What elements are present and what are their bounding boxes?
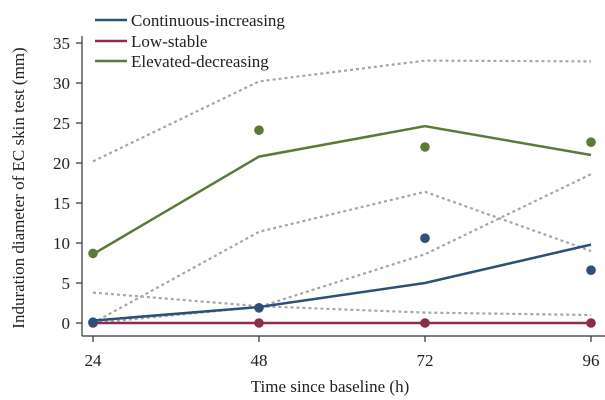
legend-item-low-stable: Low-stable — [95, 32, 207, 51]
legend: Continuous-increasing Low-stable Elevate… — [95, 11, 285, 71]
y-tick-label: 15 — [53, 194, 70, 213]
data-point-series-0 — [254, 303, 264, 313]
legend-item-continuous-increasing: Continuous-increasing — [95, 11, 285, 30]
y-tick-label: 35 — [53, 34, 70, 53]
data-point-series-1 — [254, 318, 264, 328]
ci-band-1-lower-line — [92, 291, 592, 317]
y-tick-label: 25 — [53, 114, 70, 133]
data-point-series-2 — [586, 137, 596, 147]
y-axis-ticks: 0 5 10 15 20 25 30 35 — [53, 34, 82, 333]
data-point-series-2 — [254, 125, 264, 135]
x-axis-ticks: 24 48 72 96 — [85, 336, 600, 370]
x-tick-label: 48 — [251, 351, 268, 370]
legend-label: Low-stable — [131, 32, 207, 51]
axes — [81, 36, 605, 337]
observed-points — [88, 125, 596, 328]
data-point-series-1 — [420, 318, 430, 328]
series-lines — [92, 124, 592, 325]
data-point-series-0 — [586, 265, 596, 276]
y-axis-title: Induration diameter of EC skin test (mm) — [9, 47, 28, 328]
x-tick-label: 96 — [583, 351, 600, 370]
ci-band-0-upper-line — [92, 59, 592, 163]
confidence-bands — [92, 59, 592, 325]
data-point-series-0 — [420, 233, 430, 243]
y-tick-label: 10 — [53, 234, 70, 253]
x-tick-label: 24 — [85, 351, 103, 370]
series-line-2 — [92, 124, 592, 256]
ci-band-1-upper-line — [92, 173, 592, 325]
data-point-series-1 — [586, 318, 596, 328]
y-tick-label: 0 — [62, 314, 71, 333]
y-tick-label: 30 — [53, 74, 70, 93]
legend-label: Continuous-increasing — [131, 11, 285, 30]
x-axis-title: Time since baseline (h) — [251, 377, 409, 396]
x-tick-label: 72 — [417, 351, 434, 370]
data-point-series-2 — [420, 142, 430, 152]
data-point-series-2 — [88, 248, 98, 259]
series-line-0 — [92, 243, 592, 322]
legend-label: Elevated-decreasing — [131, 52, 269, 71]
data-point-series-0 — [88, 317, 98, 328]
y-tick-label: 20 — [53, 154, 70, 173]
legend-item-elevated-decreasing: Elevated-decreasing — [95, 52, 269, 71]
y-tick-label: 5 — [62, 274, 71, 293]
